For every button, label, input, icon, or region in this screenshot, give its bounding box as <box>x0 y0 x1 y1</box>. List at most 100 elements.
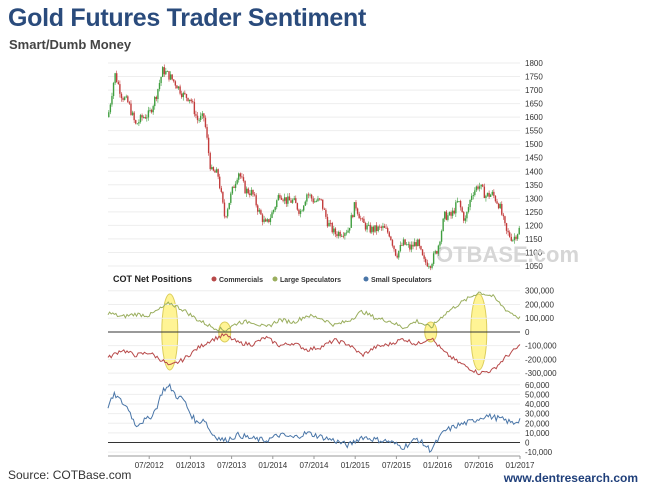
price-candle <box>263 219 265 222</box>
price-candle <box>247 188 249 194</box>
price-candle <box>314 201 316 203</box>
small-y-tick: 0 <box>525 439 530 448</box>
price-candle <box>299 210 302 214</box>
price-candle <box>482 184 484 187</box>
price-candle <box>241 176 243 178</box>
price-candle <box>187 97 189 102</box>
small-y-tick: 60,000 <box>525 381 550 390</box>
price-candle <box>480 184 482 187</box>
price-candle <box>474 190 476 196</box>
price-candle <box>425 258 427 263</box>
price-candle <box>315 201 318 202</box>
price-candle <box>266 219 268 222</box>
price-candle <box>274 207 276 211</box>
small-y-tick: 10,000 <box>525 429 550 438</box>
price-candle <box>341 235 343 237</box>
price-candle <box>185 94 188 98</box>
cot-grid <box>108 290 520 374</box>
x-tick-label: 07/2012 <box>135 461 164 470</box>
price-candle <box>401 245 403 246</box>
price-candle <box>285 197 287 204</box>
price-candle <box>268 219 270 223</box>
price-candle <box>450 212 452 216</box>
price-candle <box>283 197 286 201</box>
price-candle <box>353 202 356 218</box>
price-candle <box>217 169 219 177</box>
price-candle <box>334 228 337 235</box>
price-candle <box>483 186 486 199</box>
price-candle <box>489 194 492 197</box>
price-candle <box>402 239 405 246</box>
price-candle <box>261 214 264 222</box>
price-candle <box>518 227 520 235</box>
price-candle <box>458 201 460 202</box>
price-candle <box>383 226 386 228</box>
price-candle <box>486 192 489 196</box>
price-candle <box>291 199 294 203</box>
x-axis-ticks: 07/2012 01/2013 07/2013 01/2014 07/2014 01/20… <box>135 456 535 470</box>
price-candle <box>303 205 305 211</box>
price-candle <box>206 127 208 138</box>
price-candle <box>111 96 113 105</box>
price-candle <box>117 82 119 85</box>
price-candle <box>295 198 297 204</box>
price-candle <box>160 76 162 84</box>
price-candle <box>415 242 417 247</box>
price-candle <box>226 209 229 217</box>
price-candle <box>163 67 165 75</box>
price-candle <box>434 251 436 254</box>
legend-dot-commercials <box>211 276 217 282</box>
price-candle <box>461 207 463 213</box>
price-y-tick: 1300 <box>525 194 543 203</box>
price-candle <box>166 71 169 72</box>
price-candle <box>348 227 351 231</box>
price-candles <box>108 64 520 271</box>
price-candle <box>287 196 289 204</box>
price-candle <box>488 192 490 197</box>
price-candle <box>120 93 123 99</box>
price-candle <box>304 201 306 206</box>
price-candle <box>464 218 467 221</box>
price-candle <box>478 186 481 189</box>
price-candle <box>317 198 319 202</box>
price-candle <box>447 215 449 220</box>
price-candle <box>244 181 246 194</box>
price-candle <box>467 207 470 212</box>
price-candle <box>429 266 432 268</box>
price-candle <box>114 73 116 83</box>
price-candle <box>141 115 143 118</box>
price-candle <box>347 230 349 233</box>
price-candle <box>119 84 121 94</box>
price-candle <box>192 101 194 103</box>
price-candle <box>195 114 197 116</box>
price-candle <box>436 251 438 254</box>
price-candle <box>417 239 419 247</box>
legend-dot-large-speculators <box>272 276 278 282</box>
x-tick-label: 01/2014 <box>258 461 287 470</box>
price-candle <box>499 203 501 209</box>
price-candle <box>301 210 303 212</box>
price-candle <box>509 232 511 237</box>
x-tick-label: 07/2013 <box>217 461 246 470</box>
price-candle <box>444 211 446 219</box>
price-candle <box>272 210 275 213</box>
price-candle <box>515 236 517 239</box>
small-spec-lines <box>107 383 521 453</box>
price-candle <box>367 224 370 226</box>
price-candle <box>355 202 357 209</box>
price-candle <box>410 244 413 250</box>
price-candle <box>352 215 354 218</box>
price-y-ticks: 1050 1100 1150 1200 1250 1300 1350 1400 1450 1500… <box>525 59 543 271</box>
x-tick-label: 07/2015 <box>382 461 411 470</box>
price-candle <box>228 202 230 210</box>
price-candle <box>130 103 132 115</box>
legend-large-speculators: Large Speculators <box>280 277 341 284</box>
price-candle <box>139 115 142 123</box>
price-candle <box>131 112 134 115</box>
price-candle <box>307 194 310 196</box>
price-candle <box>108 112 110 118</box>
price-candle <box>470 195 473 200</box>
website-link[interactable]: www.dentresearch.com <box>503 471 638 485</box>
price-candle <box>149 109 151 111</box>
series-commercials-line <box>107 332 521 376</box>
